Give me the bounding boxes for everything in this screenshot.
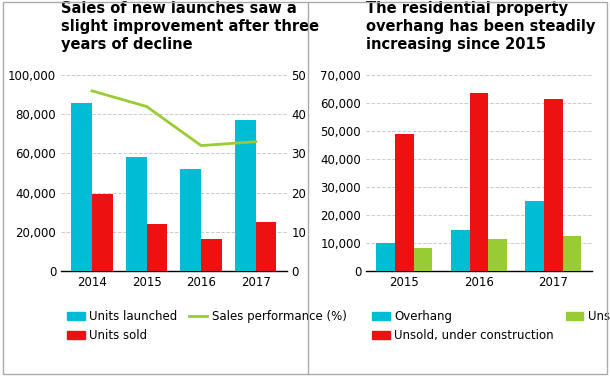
Text: The residential property
overhang has been steadily
increasing since 2015: The residential property overhang has be… — [366, 1, 595, 52]
Bar — [146, 224, 167, 271]
Legend: Units launched, Units sold, Sales performance (%): Units launched, Units sold, Sales perfor… — [67, 310, 346, 342]
Bar — [71, 103, 92, 271]
Bar — [376, 243, 395, 271]
Bar — [488, 239, 507, 271]
Bar — [451, 230, 470, 271]
Bar — [235, 120, 256, 271]
Text: Sales of new launches saw a
slight improvement after three
years of decline: Sales of new launches saw a slight impro… — [61, 1, 319, 52]
Bar — [92, 194, 113, 271]
Bar — [201, 240, 222, 271]
Bar — [256, 222, 276, 271]
Bar — [525, 201, 544, 271]
Bar — [395, 134, 414, 271]
Legend: Overhang, Unsold, under construction, Unsold, not constructed: Overhang, Unsold, under construction, Un… — [372, 310, 610, 342]
Bar — [414, 249, 432, 271]
Bar — [181, 169, 201, 271]
Bar — [470, 93, 488, 271]
Bar — [544, 99, 563, 271]
Bar — [126, 157, 146, 271]
Bar — [563, 236, 581, 271]
